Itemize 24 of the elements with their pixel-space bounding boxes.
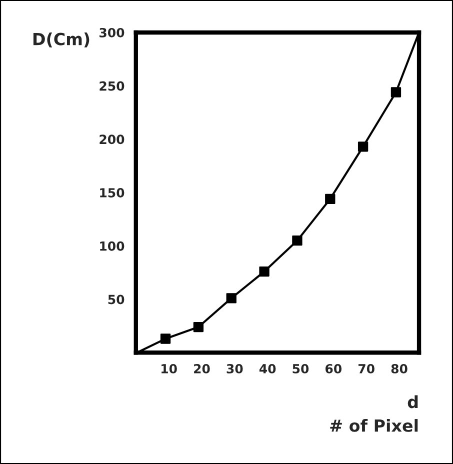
y-tick-label: 100 [100,241,124,251]
x-tick-label: 50 [292,364,309,374]
x-tick-label: 40 [259,364,276,374]
point [259,266,270,277]
point [160,334,171,344]
point [193,322,204,332]
x-tick-label: 80 [391,364,408,374]
y-tick-label: 200 [100,134,124,144]
x-tick-label: 20 [194,364,210,374]
point [292,235,302,246]
y-tick-label: 300 [100,28,124,38]
x-tick-label: 70 [358,364,374,374]
x-axis-title: d # of Pixel [330,395,418,432]
y-axis-title: D(Cm) [33,32,90,48]
x-tick-label: 60 [326,364,342,374]
point [358,142,368,152]
point [325,194,336,204]
x-tick-label: 10 [162,364,177,374]
y-tick-label: 250 [100,81,124,91]
x-tick-label: 30 [226,364,243,374]
y-tick-label: 150 [100,188,124,198]
point [390,87,402,98]
y-tick-label: 50 [108,294,124,304]
point [226,293,236,304]
